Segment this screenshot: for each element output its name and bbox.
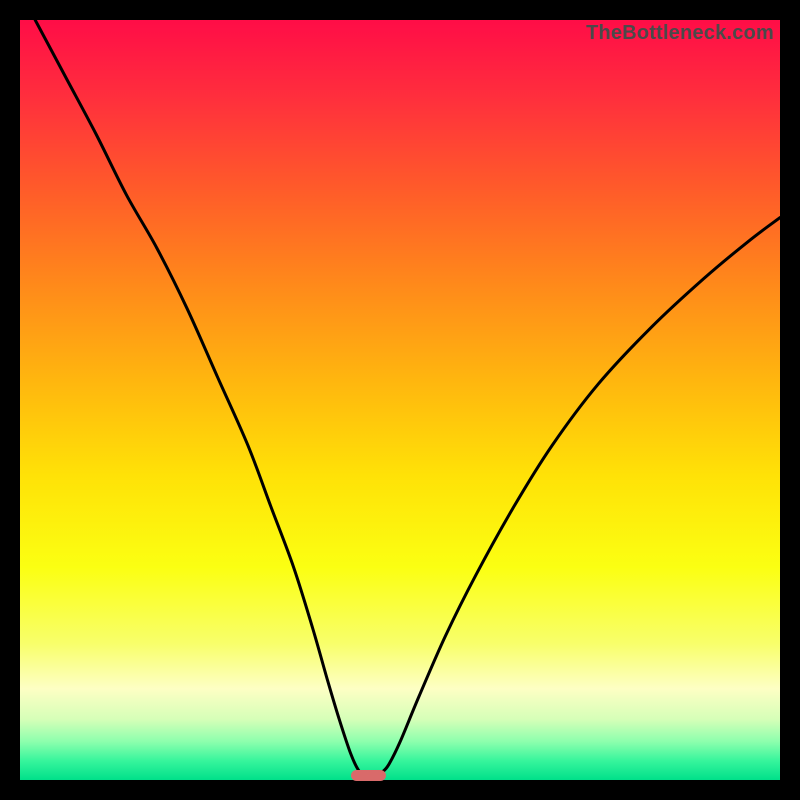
chart-plot-area: TheBottleneck.com (20, 20, 780, 780)
optimal-point-marker (351, 770, 386, 781)
bottleneck-curve (20, 20, 780, 780)
